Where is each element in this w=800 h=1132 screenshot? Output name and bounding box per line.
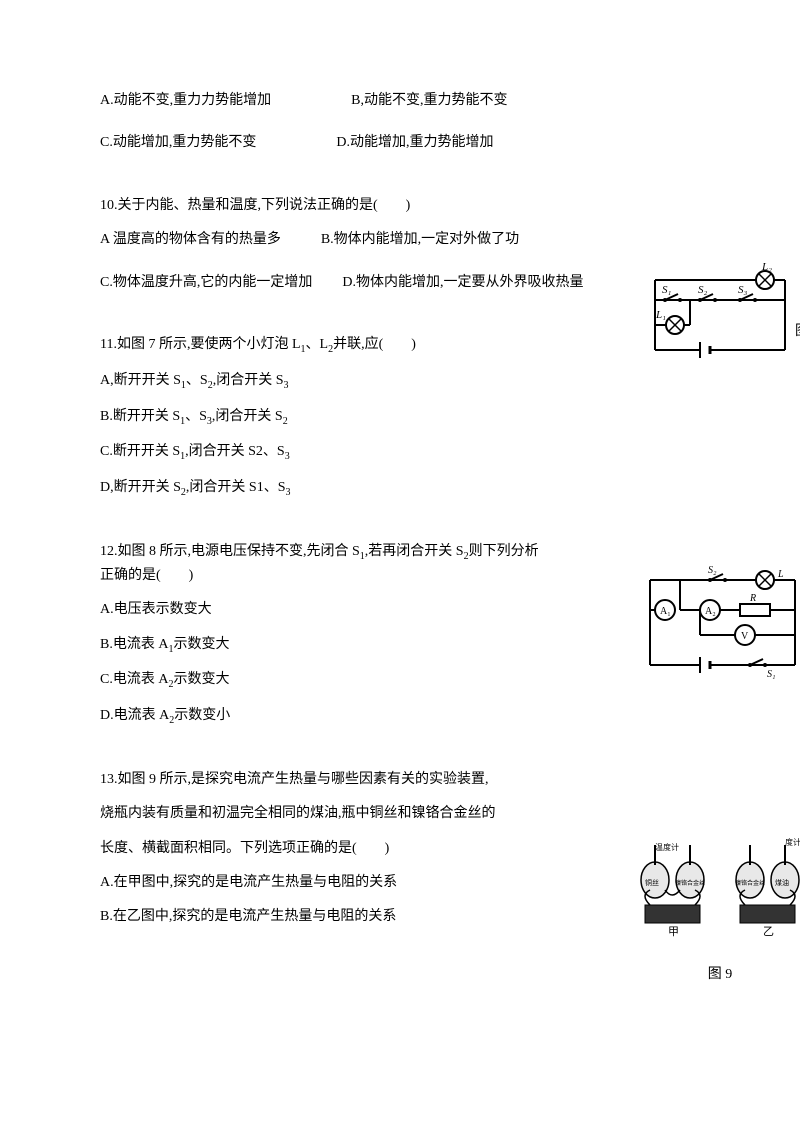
question-9-options: A.动能不变,重力力势能增加 B,动能不变,重力势能不变 C.动能增加,重力势能… [100,90,700,155]
question-stem-line: 长度、横截面积相同。下列选项正确的是( ) [100,838,500,860]
label-s1: S₁ [662,284,672,296]
figure-8: S₁ S₂ L A₂ R A₁ V [640,565,800,685]
question-stem: 10.关于内能、热量和温度,下列说法正确的是( ) [100,195,700,217]
figure-7: S₁ S₂ S₃ L₂ L₁ 图 7 [640,260,800,370]
option-b: B.物体内能增加,一定对外做了功 [321,229,519,251]
option-c: C.物体温度升高,它的内能一定增加 [100,272,312,294]
option-c: C.电流表 A2示数变大 [100,669,540,693]
svg-text:乙: 乙 [763,925,774,938]
option-a: A.动能不变,重力力势能增加 [100,90,271,112]
label-s3: S₃ [738,284,748,296]
svg-text:S₁: S₁ [767,669,775,680]
question-stem: 11.如图 7 所示,要使两个小灯泡 L1、L2并联,应( ) [100,334,520,358]
question-stem-line: 13.如图 9 所示,是探究电流产生热量与哪些因素有关的实验装置, [100,769,500,791]
option-d: D.动能增加,重力势能增加 [336,132,493,154]
svg-text:镍铬合金丝: 镍铬合金丝 [735,879,765,887]
option-d: D.物体内能增加,一定要从外界吸收热量 [342,272,583,294]
svg-text:R: R [749,593,756,604]
figure-7-label: 图 7 [795,324,800,339]
question-10: 10.关于内能、热量和温度,下列说法正确的是( ) A 温度高的物体含有的热量多… [100,195,700,294]
figure-9: 温度计 铜丝 镍铬合金丝 甲 度计 镍铬合金丝 煤油 乙 图 9 [620,830,800,986]
svg-text:A₁: A₁ [660,606,671,617]
circuit-diagram-icon: S₁ S₂ L A₂ R A₁ V [640,565,800,685]
experiment-diagram-icon: 温度计 铜丝 镍铬合金丝 甲 度计 镍铬合金丝 煤油 乙 [620,830,800,960]
svg-text:温度计: 温度计 [655,842,679,852]
label-l1: L₁ [655,309,666,321]
option-b: B.断开开关 S1、S3,闭合开关 S2 [100,406,520,430]
circuit-diagram-icon: S₁ S₂ S₃ L₂ L₁ 图 7 [640,260,800,370]
option-a: A.在甲图中,探究的是电流产生热量与电阻的关系 [100,872,500,894]
option-row: A.动能不变,重力力势能增加 B,动能不变,重力势能不变 [100,90,700,112]
option-b: B,动能不变,重力势能不变 [351,90,507,112]
option-c: C.断开开关 S1,闭合开关 S2、S3 [100,441,520,465]
label-s2: S₂ [698,284,708,296]
label-l2: L₂ [761,261,772,273]
question-12: 12.如图 8 所示,电源电压保持不变,先闭合 S1,若再闭合开关 S2则下列分… [100,541,540,729]
svg-text:度计: 度计 [785,837,800,847]
svg-text:镍铬合金丝: 镍铬合金丝 [675,879,705,887]
option-b: B.电流表 A1示数变大 [100,634,540,658]
option-a: A,断开开关 S1、S2,闭合开关 S3 [100,370,520,394]
svg-text:V: V [741,631,749,642]
question-stem-line: 烧瓶内装有质量和初温完全相同的煤油,瓶中铜丝和镍铬合金丝的 [100,803,500,825]
svg-text:S₂: S₂ [708,565,717,576]
option-b: B.在乙图中,探究的是电流产生热量与电阻的关系 [100,906,500,928]
svg-text:煤油: 煤油 [775,878,789,887]
option-row: A 温度高的物体含有的热量多 B.物体内能增加,一定对外做了功 [100,229,700,251]
svg-text:铜丝: 铜丝 [645,878,659,887]
option-a: A 温度高的物体含有的热量多 [100,229,281,251]
question-13: 13.如图 9 所示,是探究电流产生热量与哪些因素有关的实验装置, 烧瓶内装有质… [100,769,500,929]
option-row: C.动能增加,重力势能不变 D.动能增加,重力势能增加 [100,132,700,154]
svg-text:甲: 甲 [668,926,679,938]
option-c: C.动能增加,重力势能不变 [100,132,256,154]
option-d: D,断开开关 S2,闭合开关 S1、S3 [100,477,520,501]
question-stem: 12.如图 8 所示,电源电压保持不变,先闭合 S1,若再闭合开关 S2则下列分… [100,541,540,587]
svg-text:L: L [777,569,784,580]
question-11: 11.如图 7 所示,要使两个小灯泡 L1、L2并联,应( ) A,断开开关 S… [100,334,520,501]
option-a: A.电压表示数变大 [100,599,540,621]
svg-text:A₂: A₂ [705,606,716,617]
figure-9-label: 图 9 [620,964,800,986]
option-d: D.电流表 A2示数变小 [100,705,540,729]
option-row: C.物体温度升高,它的内能一定增加 D.物体内能增加,一定要从外界吸收热量 [100,272,700,294]
